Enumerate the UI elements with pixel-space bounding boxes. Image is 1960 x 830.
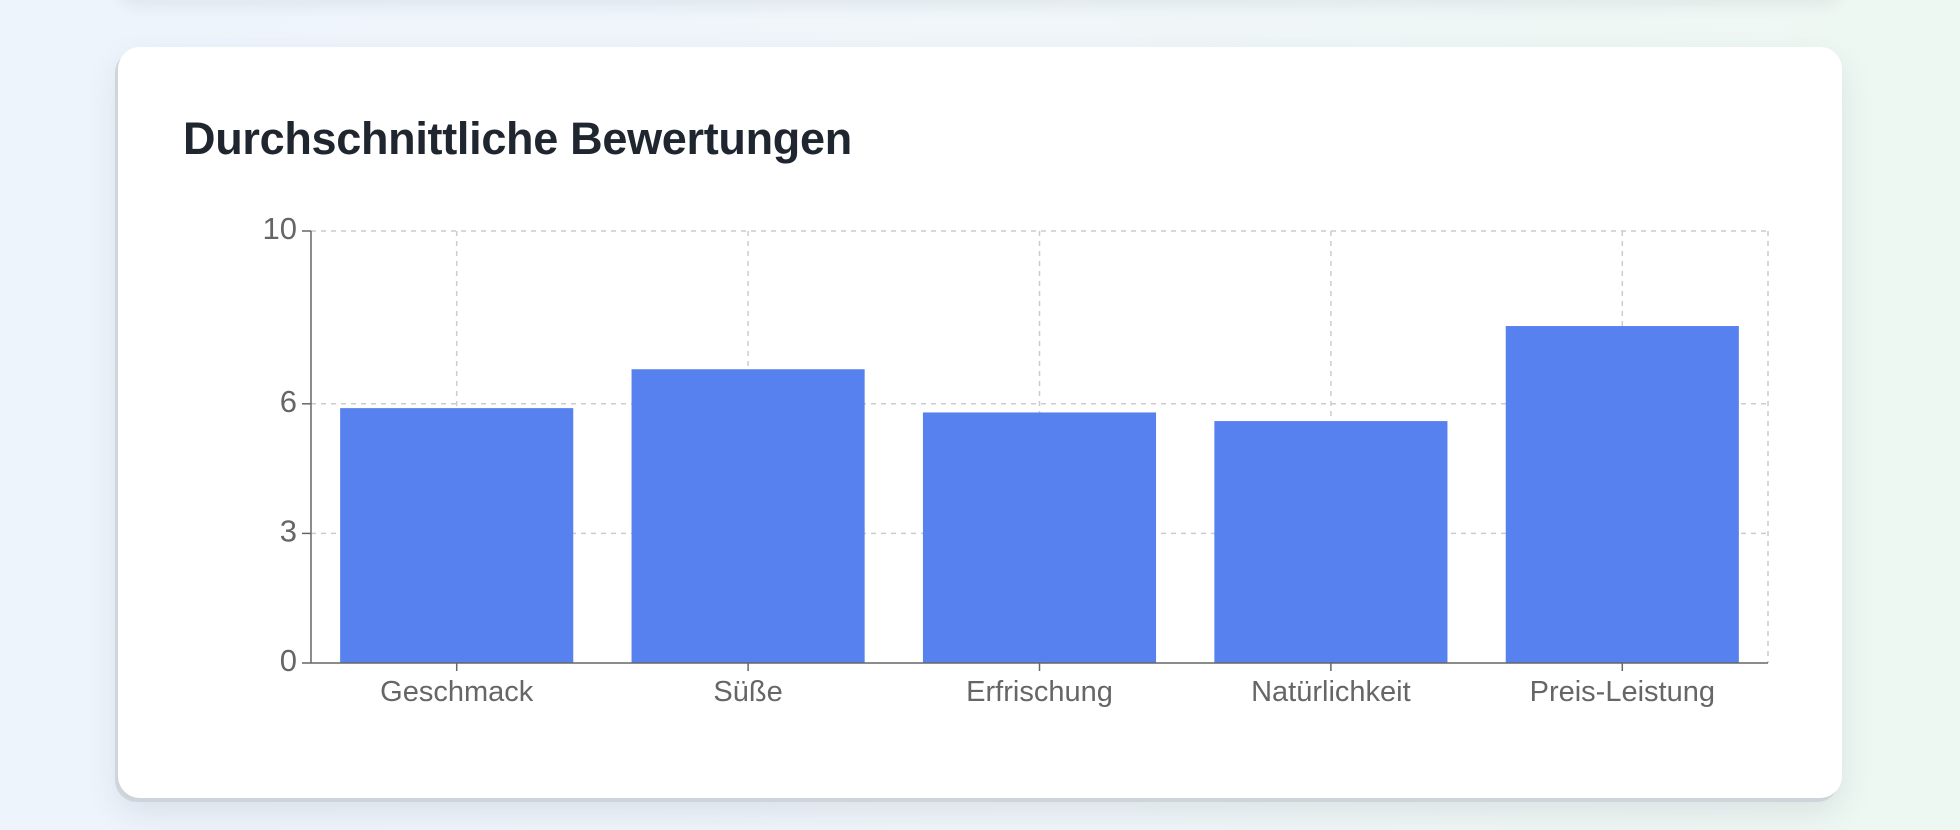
bar-erfrischung <box>922 412 1157 663</box>
bar-natürlichkeit <box>1214 421 1448 663</box>
x-tick-label: Preis-Leistung <box>1530 676 1715 708</box>
x-tick-label: Süße <box>713 676 782 708</box>
y-tick-label: 0 <box>280 643 297 678</box>
x-tick-label: Geschmack <box>380 676 534 708</box>
x-tick-label: Erfrischung <box>966 676 1113 708</box>
chart-bars <box>340 326 1739 663</box>
chart-labels: 0 3 6 10 Geschmack Süße Erfrischung Natürlichke… <box>263 211 1715 708</box>
x-tick-label: Natürlichkeit <box>1251 676 1411 708</box>
y-tick-label: 3 <box>280 514 297 549</box>
card-title: Durchschnittliche Bewertungen <box>183 113 852 164</box>
y-tick-label: 6 <box>280 384 297 419</box>
bar-geschmack <box>340 408 574 663</box>
bar-süße <box>631 369 865 663</box>
ratings-card: Durchschnittliche Bewertungen 0 3 6 10 Gesch… <box>118 47 1842 798</box>
bar-chart: 0 3 6 10 Geschmack Süße Erfrischung Natürlichke… <box>263 211 1769 708</box>
bar-preis-leistung <box>1505 326 1739 663</box>
y-tick-label: 10 <box>263 211 297 246</box>
chart-axes <box>302 230 1768 671</box>
